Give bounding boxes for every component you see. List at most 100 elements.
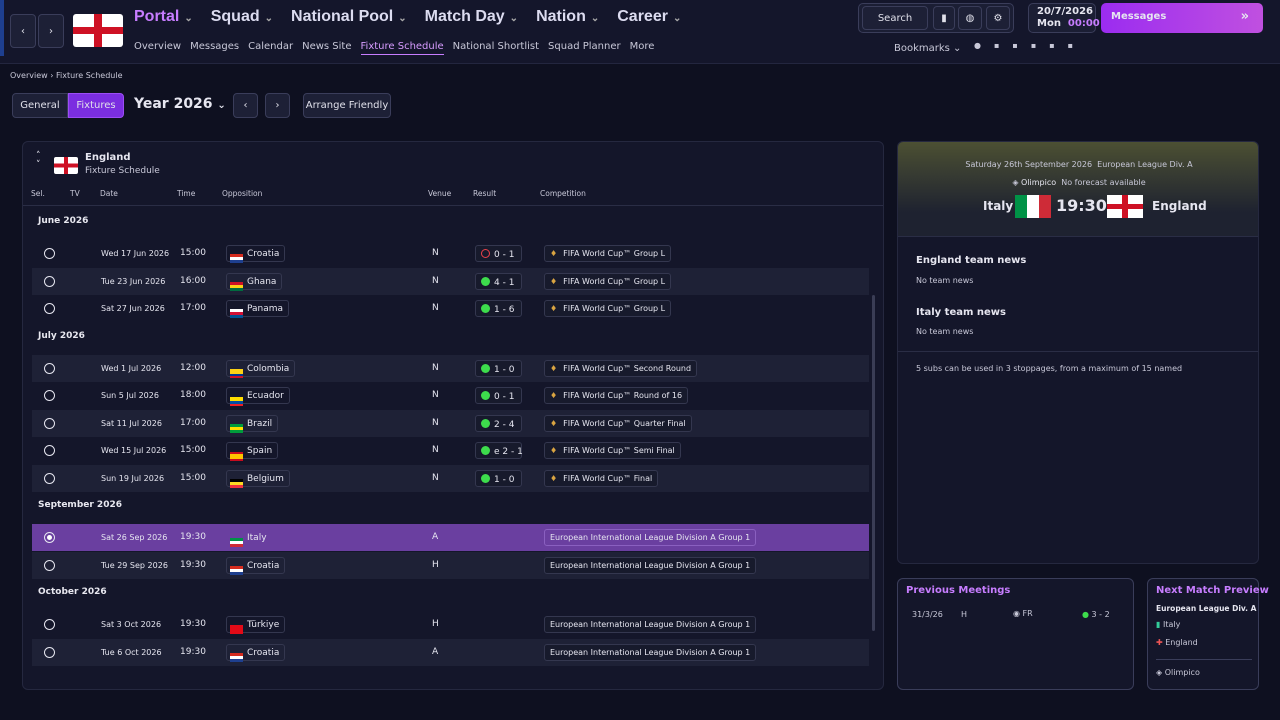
column-header[interactable]: Competition xyxy=(540,189,586,198)
main-tab[interactable]: Nation ⌄ xyxy=(536,8,599,26)
competition[interactable]: European International League Division A… xyxy=(544,616,757,633)
select-radio[interactable] xyxy=(44,303,55,314)
select-radio[interactable] xyxy=(44,559,55,571)
sub-tab[interactable]: Messages xyxy=(190,41,240,52)
next-year[interactable]: › xyxy=(265,93,290,118)
select-radio[interactable] xyxy=(44,362,55,374)
opposition[interactable]: Brazil xyxy=(226,414,279,433)
result[interactable]: 2 - 4 xyxy=(475,414,522,432)
main-tab[interactable]: Career ⌄ xyxy=(617,8,681,26)
opposition[interactable]: Italy xyxy=(226,529,273,547)
select-radio[interactable] xyxy=(44,619,55,630)
fixture-row[interactable]: Sat 11 Jul 2026 17:00 Brazil N 2 - 4 ♦ FIFA Wo… xyxy=(32,409,869,437)
result[interactable]: e 2 - 1 xyxy=(475,442,523,459)
select-radio[interactable] xyxy=(44,390,55,401)
general-tab[interactable]: General xyxy=(12,93,68,118)
competition[interactable]: ♦ FIFA World Cup™ Semi Final xyxy=(544,442,681,459)
bookmarks[interactable]: Bookmarks ⌄ xyxy=(894,43,962,54)
competition[interactable]: ♦ FIFA World Cup™ Group L xyxy=(544,245,672,262)
competition[interactable]: ♦ FIFA World Cup™ Round of 16 xyxy=(544,387,689,404)
year-select[interactable]: Year 2026 ⌄ xyxy=(134,96,226,112)
column-header[interactable]: Date xyxy=(100,189,118,198)
search-button[interactable]: Search xyxy=(862,6,928,30)
back-button[interactable]: ‹ xyxy=(10,14,36,48)
competition[interactable]: ♦ FIFA World Cup™ Final xyxy=(544,469,659,487)
opposition[interactable]: Ghana xyxy=(226,272,283,291)
select-radio[interactable] xyxy=(44,275,55,287)
prev-year[interactable]: ‹ xyxy=(233,93,258,118)
column-header[interactable]: Result xyxy=(473,189,497,198)
opposition[interactable]: Croatia xyxy=(226,556,286,575)
fixture-row[interactable]: Tue 29 Sep 2026 19:30 Croatia H European Int… xyxy=(32,551,869,579)
competition[interactable]: ♦ FIFA World Cup™ Group L xyxy=(544,272,672,290)
sub-tab[interactable]: National Shortlist xyxy=(452,41,540,52)
globe-button[interactable]: ◍ xyxy=(958,6,982,30)
crumb[interactable]: Overview xyxy=(10,71,48,80)
column-header[interactable]: TV xyxy=(70,189,80,198)
scrollbar[interactable] xyxy=(872,295,875,631)
settings-button[interactable]: ⚙ xyxy=(986,6,1010,30)
opposition[interactable]: Belgium xyxy=(226,469,290,488)
select-radio[interactable] xyxy=(44,646,55,658)
select-radio[interactable] xyxy=(44,472,55,484)
opposition[interactable]: Panama xyxy=(226,300,290,318)
result[interactable]: 0 - 1 xyxy=(475,245,522,262)
fixture-row[interactable]: Sun 5 Jul 2026 18:00 Ecuador N 0 - 1 ♦ FIFA Wo… xyxy=(32,382,869,409)
select-radio[interactable] xyxy=(44,445,55,456)
competition[interactable]: European International League Division A… xyxy=(544,643,757,661)
date-box[interactable]: 20/7/2026 Mon 00:00 xyxy=(1028,3,1100,33)
column-header[interactable]: Opposition xyxy=(222,189,263,198)
result[interactable]: 4 - 1 xyxy=(475,272,522,290)
select-radio[interactable] xyxy=(44,248,55,259)
fixture-row[interactable]: Wed 17 Jun 2026 15:00 Croatia N 0 - 1 ♦ FIFA W… xyxy=(32,240,869,267)
sub-tab[interactable]: Overview xyxy=(134,41,182,52)
arrange-friendly[interactable]: Arrange Friendly xyxy=(303,93,391,118)
competition[interactable]: ♦ FIFA World Cup™ Quarter Final xyxy=(544,414,692,432)
competition[interactable]: European International League Division A… xyxy=(544,529,757,546)
fixture-row[interactable]: Sat 27 Jun 2026 17:00 Panama N 1 - 6 ♦ FIFA Wo… xyxy=(32,295,869,322)
result[interactable]: 1 - 6 xyxy=(475,300,522,317)
result[interactable]: 1 - 0 xyxy=(475,359,522,377)
panel-title[interactable]: Next Match Preview xyxy=(1156,585,1269,596)
column-header[interactable]: Sel. xyxy=(31,189,45,198)
opposition[interactable]: Croatia xyxy=(226,245,286,263)
sub-tab[interactable]: Calendar xyxy=(248,41,294,52)
column-header[interactable]: Time xyxy=(177,189,196,198)
main-tab[interactable]: Portal ⌄ xyxy=(134,8,193,26)
collapse[interactable]: ˄ ˅ xyxy=(36,151,41,170)
competition[interactable]: ♦ FIFA World Cup™ Second Round xyxy=(544,359,698,377)
opposition[interactable]: Colombia xyxy=(226,359,296,379)
sub-tab[interactable]: News Site xyxy=(302,41,352,52)
main-tab[interactable]: Squad ⌄ xyxy=(211,8,273,26)
opposition[interactable]: Croatia xyxy=(226,643,286,662)
fixture-row[interactable]: Tue 23 Jun 2026 16:00 Ghana N 4 - 1 ♦ FIFA Wor… xyxy=(32,267,869,295)
sub-tab[interactable]: Squad Planner xyxy=(548,41,621,52)
bookmark-button[interactable]: ▮ xyxy=(933,6,955,30)
select-radio[interactable] xyxy=(44,532,55,543)
fixture-row[interactable]: Sun 19 Jul 2026 15:00 Belgium N 1 - 0 ♦ FIFA W… xyxy=(32,464,869,492)
fixture-row[interactable]: Tue 6 Oct 2026 19:30 Croatia A European Inte… xyxy=(32,638,869,666)
flag-stripe xyxy=(230,371,243,374)
sub-tab[interactable]: More xyxy=(629,41,655,52)
fixture-row[interactable]: Wed 1 Jul 2026 12:00 Colombia N 1 - 0 ♦ FIFA W… xyxy=(32,354,869,382)
main-tab[interactable]: Match Day ⌄ xyxy=(425,8,518,26)
main-tab[interactable]: National Pool ⌄ xyxy=(291,8,407,26)
fixtures-tab[interactable]: Fixtures xyxy=(68,93,124,118)
opposition[interactable]: Ecuador xyxy=(226,387,290,406)
competition[interactable]: ♦ FIFA World Cup™ Group L xyxy=(544,300,672,317)
column-header[interactable]: Venue xyxy=(428,189,452,198)
fixture-row[interactable]: Sat 26 Sep 2026 19:30 Italy A European Inter… xyxy=(32,524,869,551)
result[interactable]: 1 - 0 xyxy=(475,469,522,487)
panel-title[interactable]: Previous Meetings xyxy=(906,585,1011,596)
messages-button[interactable]: Messages» xyxy=(1101,3,1263,33)
sub-tab[interactable]: Fixture Schedule xyxy=(360,41,444,55)
competition[interactable]: European International League Division A… xyxy=(544,556,757,574)
flag-stripe xyxy=(230,478,243,482)
forward-button[interactable]: › xyxy=(38,14,64,48)
opposition[interactable]: Spain xyxy=(226,442,279,461)
fixture-row[interactable]: Sat 3 Oct 2026 19:30 Türkiye H European Inte… xyxy=(32,611,869,638)
select-radio[interactable] xyxy=(44,417,55,429)
opposition[interactable]: Türkiye xyxy=(226,616,286,634)
result[interactable]: 0 - 1 xyxy=(475,387,522,404)
